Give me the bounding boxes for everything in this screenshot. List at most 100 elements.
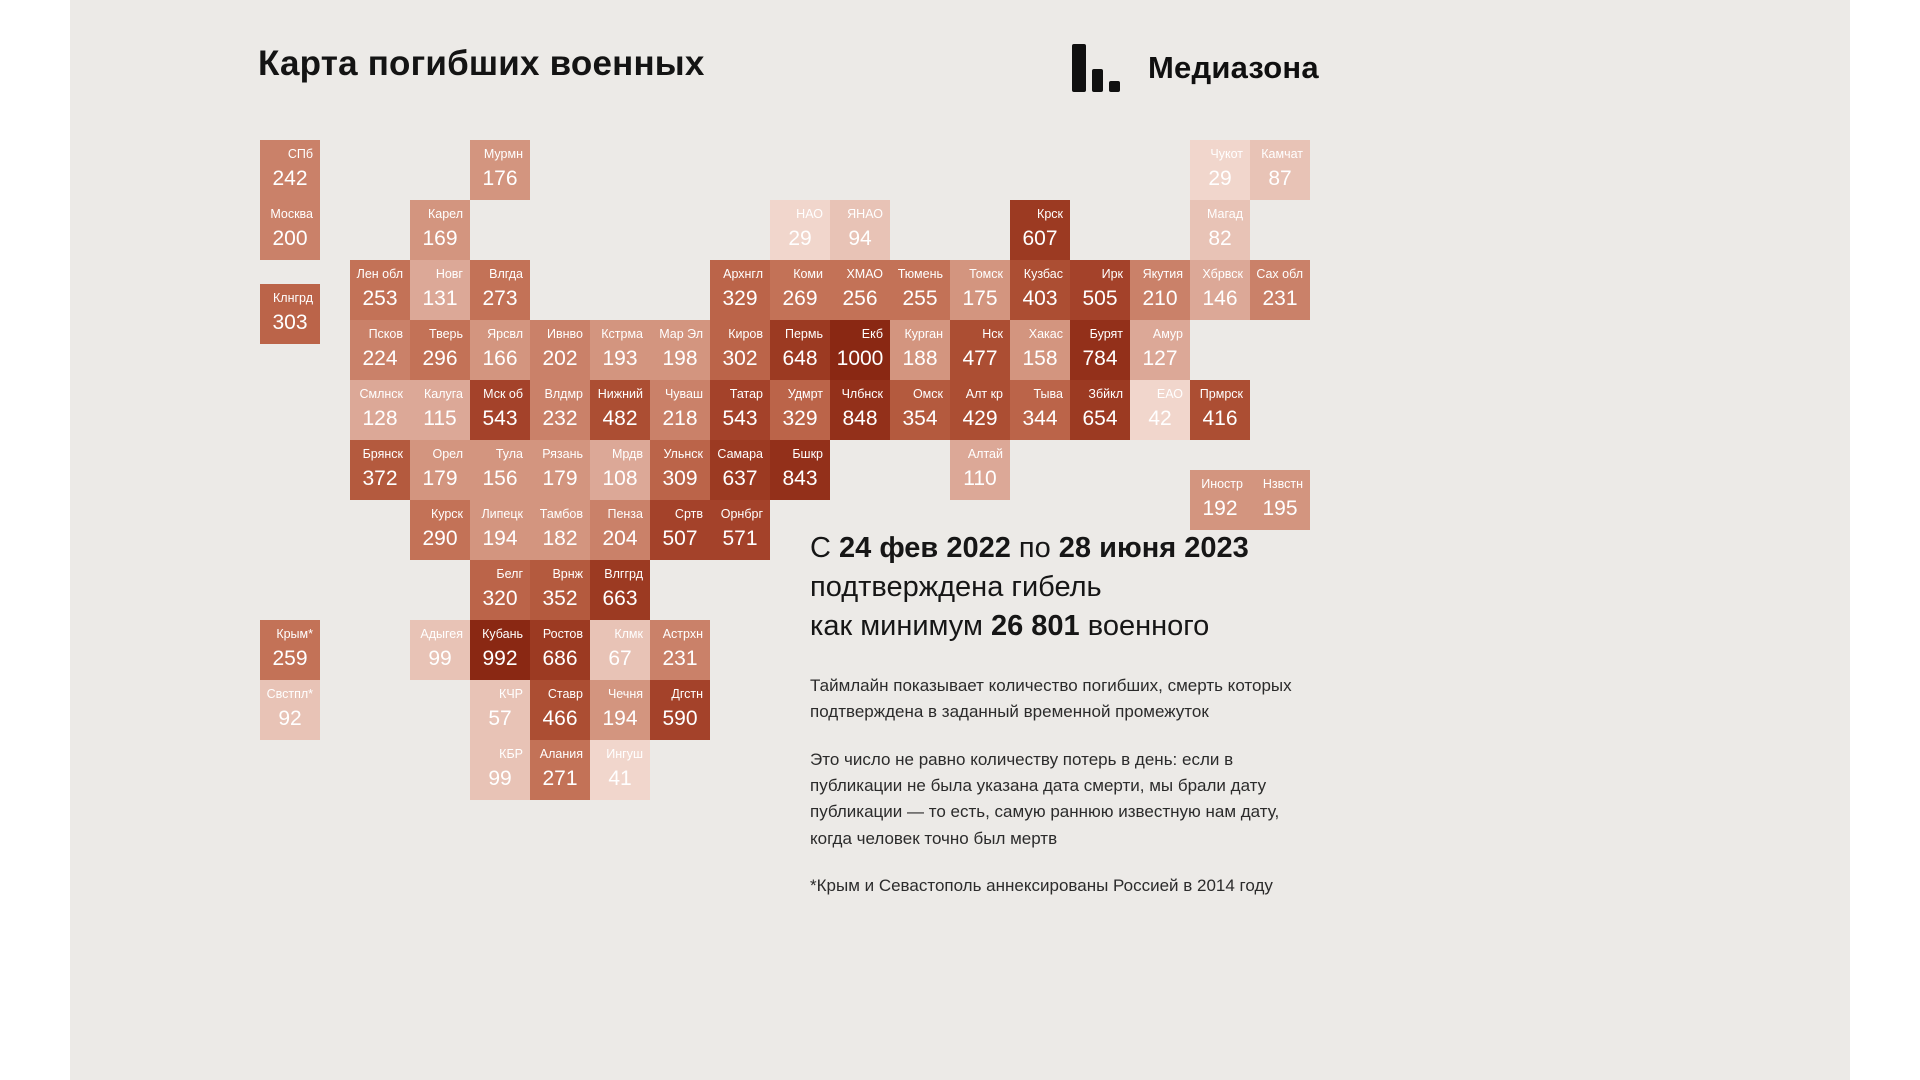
region-tile: Бшкр 843 <box>770 440 830 500</box>
region-abbr-label: Курган <box>904 328 943 341</box>
region-death-count: 87 <box>1268 167 1292 190</box>
region-tile: Чукот 29 <box>1190 140 1250 200</box>
region-abbr-label: Калуга <box>423 388 463 401</box>
region-tile: Иностр 192 <box>1190 470 1250 530</box>
region-death-count: 416 <box>1202 407 1238 430</box>
region-tile: Пенза 204 <box>590 500 650 560</box>
region-abbr-label: Киров <box>728 328 763 341</box>
region-tile: Кубань 992 <box>470 620 530 680</box>
region-tile: Тамбов 182 <box>530 500 590 560</box>
region-tile: Якутия 210 <box>1130 260 1190 320</box>
region-tile: Ивнво 202 <box>530 320 590 380</box>
region-death-count: 303 <box>272 311 308 334</box>
region-tile: Влдмр 232 <box>530 380 590 440</box>
headline-line-period: С 24 фев 2022 по 28 июня 2023 <box>810 529 1310 568</box>
region-tile: Влгда 273 <box>470 260 530 320</box>
region-death-count: 403 <box>1022 287 1058 310</box>
region-abbr-label: Ростов <box>542 628 583 641</box>
region-death-count: 108 <box>602 467 638 490</box>
region-abbr-label: Бурят <box>1089 328 1123 341</box>
total-suffix: военного <box>1079 610 1210 642</box>
region-death-count: 92 <box>278 707 302 730</box>
region-abbr-label: Бшкр <box>792 448 823 461</box>
region-abbr-label: Влдмр <box>544 388 583 401</box>
region-tile: Татар 543 <box>710 380 770 440</box>
region-tile: Нижний 482 <box>590 380 650 440</box>
region-abbr-label: Чукот <box>1210 148 1243 161</box>
region-abbr-label: Белг <box>496 568 523 581</box>
region-abbr-label: Кстрма <box>601 328 643 341</box>
region-abbr-label: Кубань <box>482 628 523 641</box>
region-death-count: 194 <box>602 707 638 730</box>
region-abbr-label: Клнгрд <box>273 292 313 305</box>
region-tile: Курган 188 <box>890 320 950 380</box>
background-canvas <box>70 0 1850 1080</box>
region-tile: Удмрт 329 <box>770 380 830 440</box>
region-abbr-label: Чуваш <box>664 388 703 401</box>
region-abbr-label: Сртв <box>674 508 703 521</box>
region-death-count: 507 <box>662 527 698 550</box>
region-death-count: 1000 <box>836 347 884 370</box>
note-timeline: Таймлайн показывает количество погибших,… <box>810 676 1292 722</box>
region-tile: Чечня 194 <box>590 680 650 740</box>
region-death-count: 637 <box>722 467 758 490</box>
region-abbr-label: Ингуш <box>606 748 643 761</box>
region-tile: Ульнск 309 <box>650 440 710 500</box>
region-abbr-label: Влггрд <box>604 568 643 581</box>
region-abbr-label: Хакас <box>1028 328 1063 341</box>
headline-mid: по <box>1010 532 1059 564</box>
region-tile: Новг 131 <box>410 260 470 320</box>
region-abbr-label: Екб <box>861 328 883 341</box>
region-abbr-label: Влгда <box>489 268 523 281</box>
region-death-count: 156 <box>482 467 518 490</box>
region-tile: Лен обл 253 <box>350 260 410 320</box>
region-tile: Алт кр 429 <box>950 380 1010 440</box>
region-death-count: 175 <box>962 287 998 310</box>
region-abbr-label: Крск <box>1037 208 1063 221</box>
region-tile: Астрхн 231 <box>650 620 710 680</box>
region-tile: Архнгл 329 <box>710 260 770 320</box>
region-tile: Томск 175 <box>950 260 1010 320</box>
region-tile: Самара 637 <box>710 440 770 500</box>
region-tile: Дгстн 590 <box>650 680 710 740</box>
region-tile: Хакас 158 <box>1010 320 1070 380</box>
region-abbr-label: Пенза <box>607 508 643 521</box>
region-tile: Смлнск 128 <box>350 380 410 440</box>
region-abbr-label: Рязань <box>542 448 583 461</box>
region-tile: КЧР 57 <box>470 680 530 740</box>
region-death-count: 543 <box>482 407 518 430</box>
region-abbr-label: Хбрвск <box>1202 268 1243 281</box>
region-tile: Клнгрд 303 <box>260 284 320 344</box>
region-abbr-label: Омск <box>912 388 943 401</box>
region-death-count: 224 <box>362 347 398 370</box>
region-death-count: 198 <box>662 347 698 370</box>
region-abbr-label: Липецк <box>481 508 523 521</box>
region-abbr-label: Камчат <box>1261 148 1303 161</box>
region-tile: СПб 242 <box>260 140 320 200</box>
region-abbr-label: Нижний <box>597 388 643 401</box>
region-death-count: 354 <box>902 407 938 430</box>
region-abbr-label: Крым* <box>276 628 313 641</box>
region-abbr-label: Архнгл <box>723 268 763 281</box>
region-death-count: 41 <box>608 767 632 790</box>
region-tile: Прмрск 416 <box>1190 380 1250 440</box>
region-tile: Мск об 543 <box>470 380 530 440</box>
region-abbr-label: Ярсвл <box>487 328 523 341</box>
region-abbr-label: КБР <box>499 748 523 761</box>
region-abbr-label: Тыва <box>1033 388 1063 401</box>
region-abbr-label: Дгстн <box>671 688 703 701</box>
total-count: 26 801 <box>990 610 1080 642</box>
region-tile: Москва 200 <box>260 200 320 260</box>
region-death-count: 195 <box>1262 497 1298 520</box>
region-abbr-label: Алтай <box>967 448 1003 461</box>
region-tile: Тверь 296 <box>410 320 470 380</box>
region-death-count: 372 <box>362 467 398 490</box>
region-death-count: 179 <box>422 467 458 490</box>
headline-line-confirmed: подтверждена гибель <box>810 571 1102 603</box>
region-abbr-label: Чечня <box>607 688 643 701</box>
region-death-count: 259 <box>272 647 308 670</box>
region-death-count: 543 <box>722 407 758 430</box>
region-abbr-label: Клмк <box>614 628 643 641</box>
region-abbr-label: Мск об <box>483 388 523 401</box>
region-tile: Рязань 179 <box>530 440 590 500</box>
